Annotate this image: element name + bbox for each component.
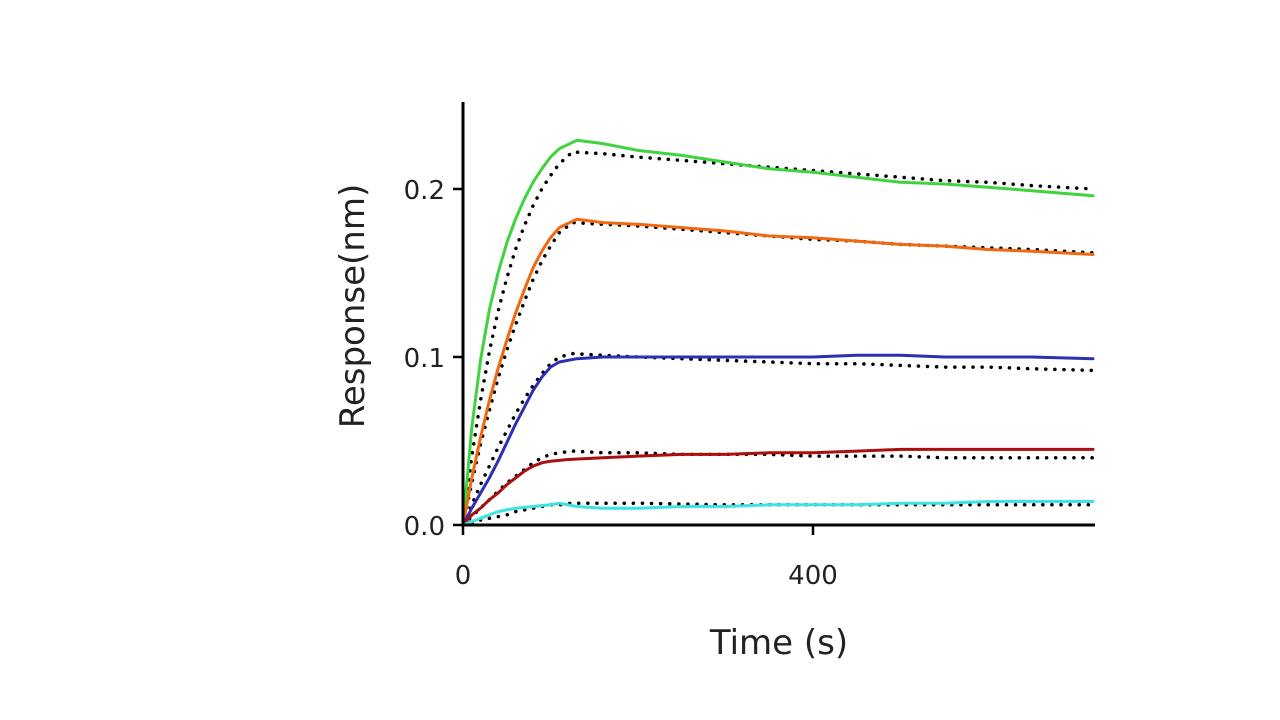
fit-curve-1 (461, 150, 1095, 527)
fit-curves (461, 150, 1095, 527)
axes (461, 102, 1095, 527)
y-axis-title: Response(nm) (333, 184, 373, 429)
data-curves (461, 138, 1095, 527)
fit-curve-5 (461, 501, 1095, 527)
y-tick-label: 0.2 (404, 176, 445, 206)
x-tick-label: 400 (788, 561, 838, 591)
ticks: 0 400 0.0 0.1 0.2 (404, 176, 838, 591)
y-tick-label: 0.0 (404, 512, 445, 542)
x-tick-label: 0 (455, 561, 472, 591)
fit-curve-2 (461, 220, 1095, 527)
data-curve-4 (461, 447, 1095, 527)
data-curve-1 (461, 138, 1095, 527)
fit-curve-3 (461, 351, 1095, 527)
data-curve-5 (461, 500, 1095, 527)
data-curve-2 (461, 217, 1095, 527)
x-axis-title: Time (s) (709, 623, 848, 663)
data-curve-3 (461, 353, 1095, 527)
y-tick-label: 0.1 (404, 344, 445, 374)
fit-curve-4 (461, 449, 1095, 527)
